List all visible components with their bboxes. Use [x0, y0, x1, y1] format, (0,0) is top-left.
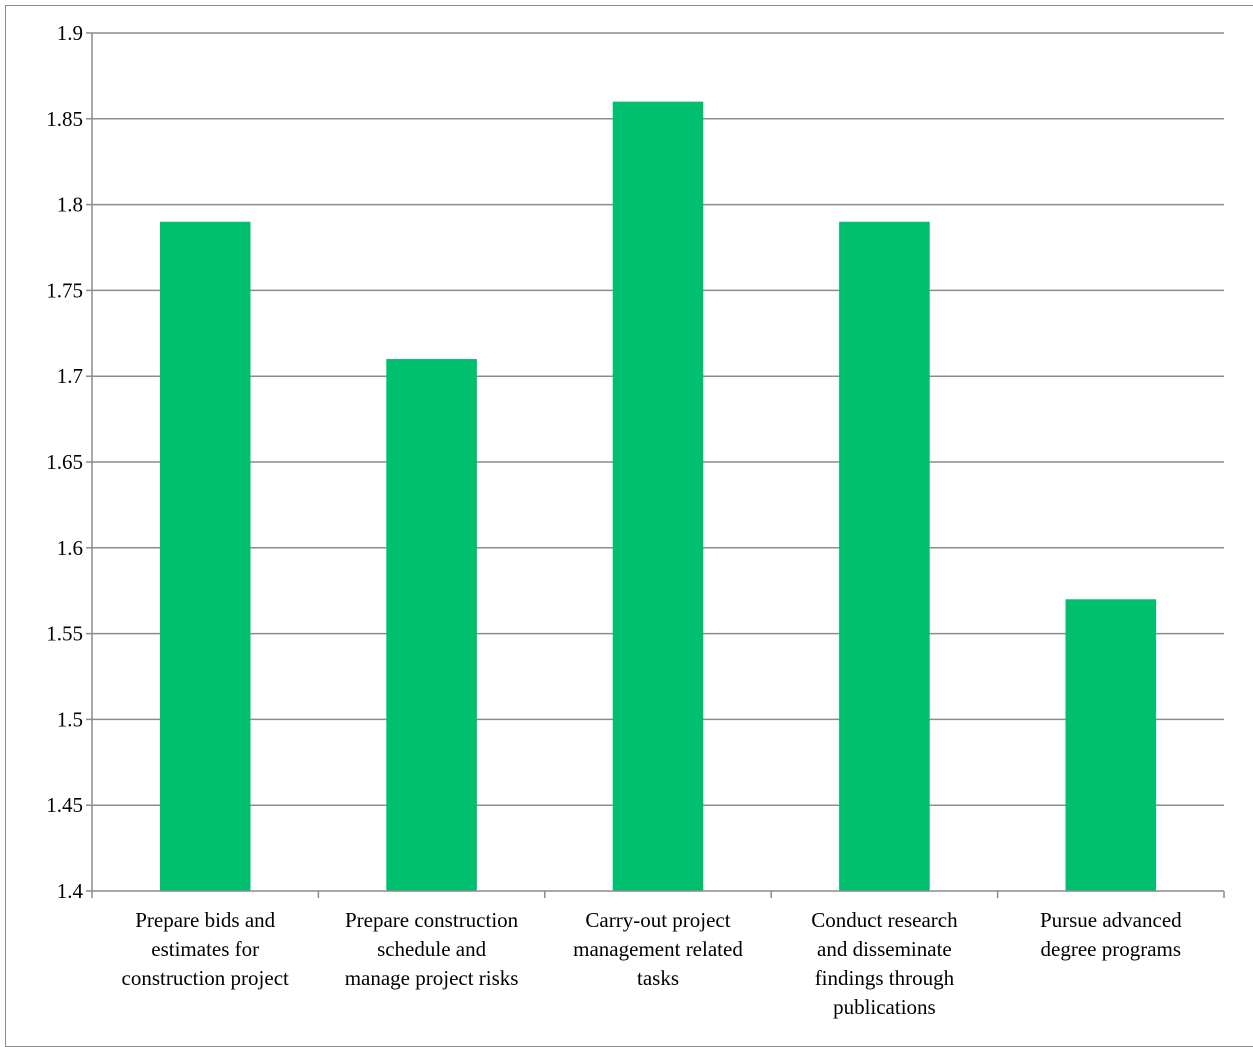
- x-tick-label: Prepare construction schedule and manage p…: [345, 908, 519, 990]
- x-tick-label: Prepare bids and estimates for constructio…: [122, 908, 290, 990]
- y-tick-label: 1.5: [57, 707, 83, 731]
- axes: [86, 32, 1225, 898]
- bar: [839, 221, 930, 891]
- y-tick-label: 1.7: [57, 364, 83, 388]
- y-tick-label: 1.8: [57, 193, 83, 217]
- x-tick-label: Conduct research and disseminate findings …: [811, 908, 958, 1019]
- y-tick-label: 1.4: [57, 879, 84, 903]
- x-tick-label: Pursue advanced degree programs: [1040, 908, 1182, 961]
- bar: [612, 101, 704, 891]
- y-tick-label: 1.65: [46, 450, 83, 474]
- bars: [159, 101, 1157, 891]
- bar: [1065, 599, 1157, 891]
- bar: [386, 359, 477, 891]
- y-tick-label: 1.55: [46, 622, 83, 646]
- x-tick-labels: Prepare bids and estimates for constructio…: [122, 908, 1183, 1019]
- bar: [159, 221, 251, 891]
- y-tick-label: 1.75: [46, 278, 83, 302]
- y-tick-label: 1.6: [57, 536, 83, 560]
- y-tick-labels: 1.4 1.45 1.5 1.55 1.6 1.65 1.7 1.75 1.8 1.85 1.9: [46, 21, 83, 903]
- y-tick-label: 1.9: [57, 21, 83, 45]
- y-tick-label: 1.85: [46, 107, 83, 131]
- y-tick-label: 1.45: [46, 793, 83, 817]
- x-tick-label: Carry-out project management related tasks: [573, 908, 743, 990]
